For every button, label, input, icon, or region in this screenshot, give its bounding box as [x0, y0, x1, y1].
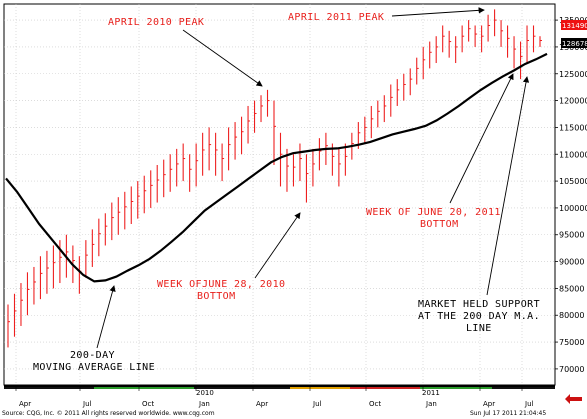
annotation-bottom-2011: BOTTOM [420, 219, 459, 230]
last-price-badge: 131490 [561, 20, 587, 30]
x-month-label: Oct [369, 400, 381, 408]
y-tick-label: 120000 [559, 97, 587, 106]
annotation-april-2011-peak: APRIL 2011 PEAK [288, 12, 384, 23]
x-month-label: Jul [312, 400, 322, 408]
annotation-at-200-day: AT THE 200 DAY M.A. [418, 311, 540, 322]
annotation-market-held-support: MARKET HELD SUPPORT [418, 299, 540, 310]
x-month-label: Apr [19, 400, 31, 408]
x-year-label: 2010 [196, 389, 214, 397]
x-month-label: Jan [198, 400, 210, 408]
arrow-market-held-support [486, 76, 530, 296]
x-month-label: Jul [82, 400, 92, 408]
price-bars [7, 9, 542, 348]
y-axis: 70000 75000 80000 85000 90000 95000 100000 1050… [555, 16, 587, 374]
arrow-april-2010-peak [182, 29, 263, 87]
arrow-june-2011-bottom [449, 73, 514, 204]
y-tick-label: 70000 [559, 365, 584, 374]
x-axis: Apr Jul Oct Jan Apr Jul Oct Jan Apr Jul 2010 2011 [15, 385, 534, 408]
ma-value-label: 128678 [562, 40, 587, 48]
y-tick-label: 85000 [559, 284, 584, 293]
annotations: APRIL 2010 PEAK APRIL 2011 PEAK WEEK OFJ… [33, 12, 540, 373]
arrow-april-2011-peak [391, 7, 485, 17]
arrow-200-day [96, 285, 116, 349]
x-month-label: Oct [142, 400, 154, 408]
y-tick-label: 110000 [559, 150, 587, 159]
time-strip [4, 385, 555, 389]
arrow-june-2010-bottom [254, 212, 301, 279]
annotation-moving-average-line: MOVING AVERAGE LINE [33, 362, 155, 373]
y-tick-label: 95000 [559, 231, 584, 240]
footer-date: Sun Jul 17 2011 21:04:45 [470, 410, 546, 417]
last-price-label: 131490 [562, 22, 587, 30]
annotation-arrows [96, 7, 530, 349]
y-tick-label: 105000 [559, 177, 587, 186]
annotation-april-2010-peak: APRIL 2010 PEAK [108, 17, 204, 28]
ma-value-badge: 128678 [561, 38, 587, 48]
annotation-june-2011-bottom: WEEK OF JUNE 20, 2011 [366, 207, 501, 218]
scroll-left-arrow-icon[interactable] [565, 394, 582, 404]
footer-source: Source: CQG, Inc. © 2011 All rights rese… [2, 410, 215, 417]
plot-frame [3, 3, 556, 386]
x-year-label: 2011 [422, 389, 440, 397]
x-month-label: Apr [256, 400, 268, 408]
moving-average-line [5, 52, 548, 283]
annotation-200-day: 200-DAY [70, 350, 115, 361]
annotation-bottom-2010: BOTTOM [197, 291, 236, 302]
annotation-june-2010-bottom: WEEK OFJUNE 28, 2010 [157, 279, 285, 290]
y-tick-label: 125000 [559, 70, 587, 79]
y-tick-label: 75000 [559, 338, 584, 347]
y-tick-label: 90000 [559, 258, 584, 267]
y-tick-label: 100000 [559, 204, 587, 213]
x-month-label: Jan [425, 400, 437, 408]
grid [4, 4, 555, 385]
y-tick-label: 80000 [559, 311, 584, 320]
footer: Source: CQG, Inc. © 2011 All rights rese… [2, 394, 582, 417]
y-tick-label: 115000 [559, 123, 587, 132]
x-month-label: Jul [524, 400, 534, 408]
x-month-label: Apr [483, 400, 495, 408]
annotation-line: LINE [466, 323, 492, 334]
